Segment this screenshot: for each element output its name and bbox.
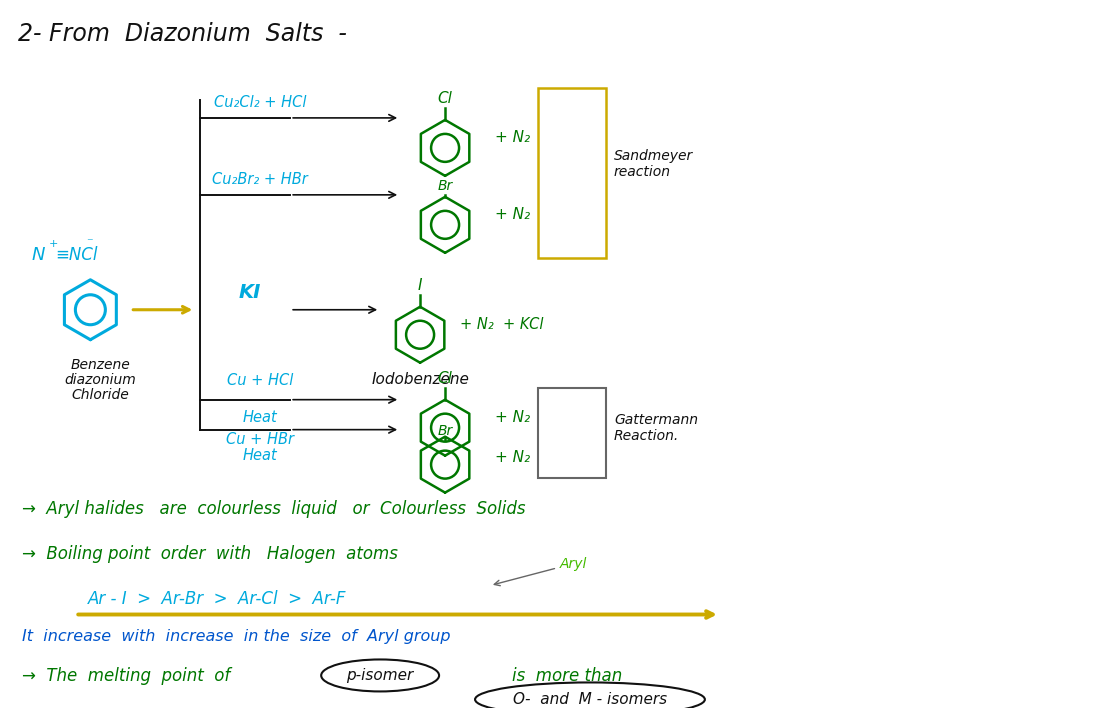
- Text: 2- From  Diazonium  Salts  -: 2- From Diazonium Salts -: [19, 22, 347, 46]
- Text: Cu₂Br₂ + HBr: Cu₂Br₂ + HBr: [212, 172, 308, 187]
- Text: Sandmeyer
reaction: Sandmeyer reaction: [614, 150, 694, 179]
- Text: Aryl: Aryl: [494, 557, 587, 586]
- Text: It  increase  with  increase  in the  size  of  Aryl group: It increase with increase in the size of…: [22, 630, 451, 644]
- Text: Chloride: Chloride: [72, 388, 129, 402]
- Text: Cl: Cl: [437, 371, 453, 386]
- Text: ⁻: ⁻: [86, 236, 92, 249]
- Text: Cu + HBr: Cu + HBr: [226, 432, 294, 447]
- Text: + N₂: + N₂: [495, 130, 531, 145]
- Text: Heat: Heat: [243, 447, 277, 463]
- Text: →  Boiling point  order  with   Halogen  atoms: → Boiling point order with Halogen atoms: [22, 545, 399, 562]
- Text: Cu₂Cl₂ + HCl: Cu₂Cl₂ + HCl: [214, 95, 306, 110]
- Text: + N₂: + N₂: [495, 207, 531, 223]
- Text: I: I: [418, 278, 423, 293]
- Text: + N₂  + KCl: + N₂ + KCl: [460, 317, 544, 333]
- Text: is  more than: is more than: [512, 667, 622, 686]
- Text: →  Aryl halides   are  colourless  liquid   or  Colourless  Solids: → Aryl halides are colourless liquid or …: [22, 500, 526, 518]
- Text: + N₂: + N₂: [495, 411, 531, 425]
- Text: Heat: Heat: [243, 410, 277, 425]
- Text: Benzene: Benzene: [70, 358, 130, 372]
- Text: ≡NCl: ≡NCl: [55, 246, 98, 264]
- Text: +: +: [48, 239, 57, 249]
- Text: + N₂: + N₂: [495, 450, 531, 465]
- Text: Br: Br: [437, 179, 453, 193]
- Text: Iodobenzene: Iodobenzene: [371, 372, 469, 386]
- Text: Cu + HCl: Cu + HCl: [227, 373, 294, 388]
- Text: Gattermann
Reaction.: Gattermann Reaction.: [614, 413, 698, 443]
- Text: p-isomer: p-isomer: [347, 668, 414, 683]
- Text: →  The  melting  point  of: → The melting point of: [22, 667, 231, 686]
- Text: N: N: [32, 246, 45, 264]
- Text: diazonium: diazonium: [65, 373, 137, 386]
- Bar: [538, 88, 606, 258]
- Bar: [538, 388, 606, 478]
- Text: Cl: Cl: [437, 91, 453, 106]
- Text: KI: KI: [239, 283, 261, 302]
- Text: Ar - I  >  Ar-Br  >  Ar-Cl  >  Ar-F: Ar - I > Ar-Br > Ar-Cl > Ar-F: [88, 589, 347, 608]
- Text: Br: Br: [437, 424, 453, 437]
- Text: O-  and  M - isomers: O- and M - isomers: [513, 692, 667, 707]
